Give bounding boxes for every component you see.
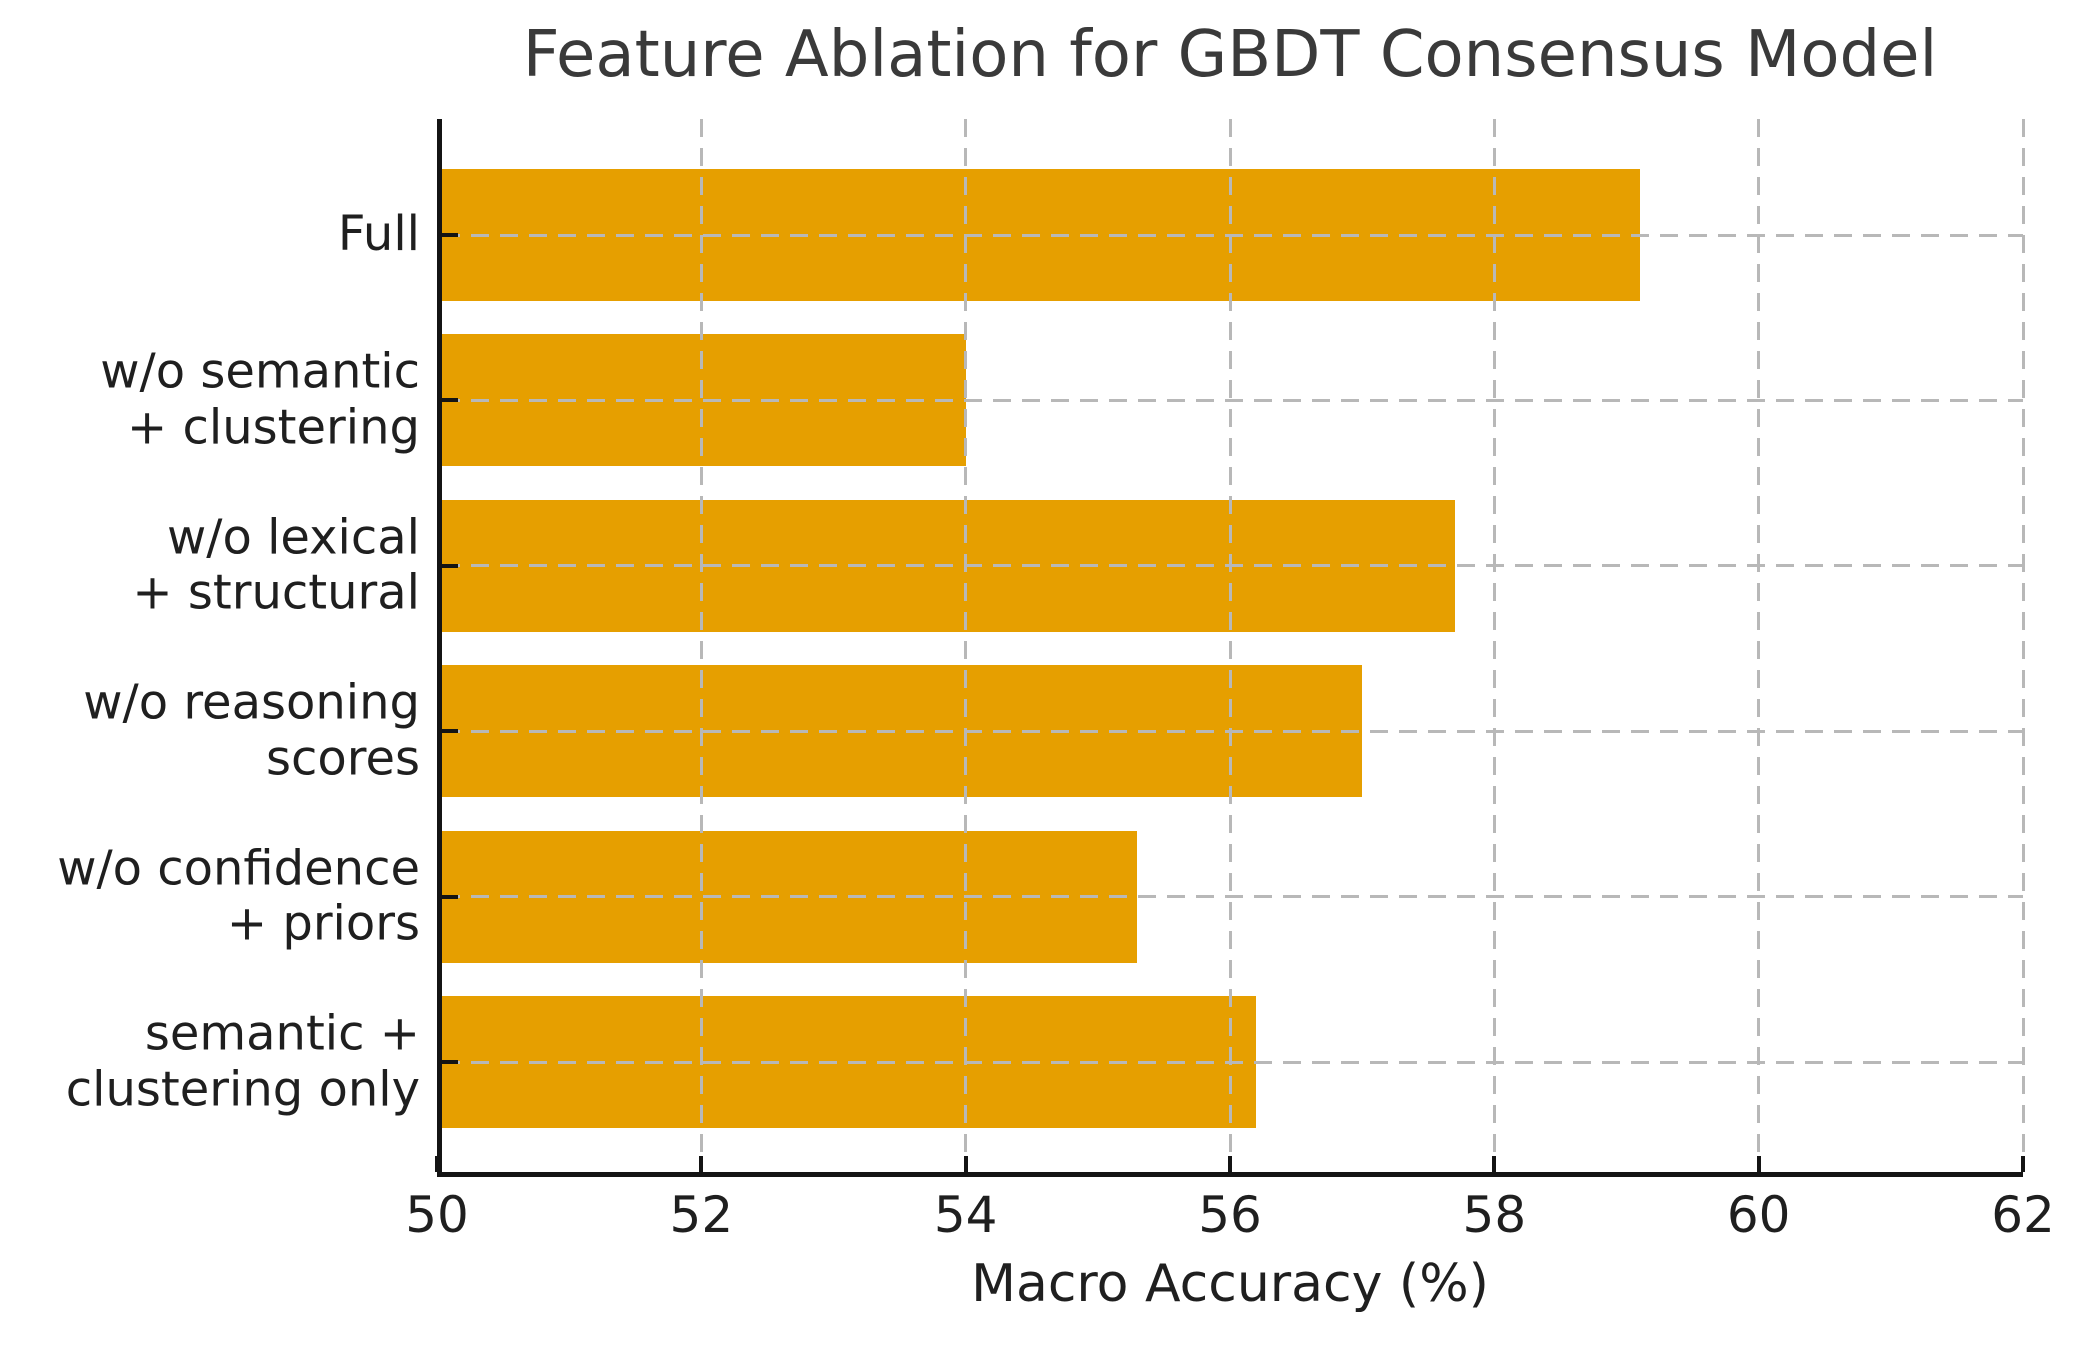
y-gridline xyxy=(442,398,2023,402)
x-tick-label: 58 xyxy=(1462,1186,1527,1244)
category-label: w/o lexical + structural xyxy=(132,509,420,621)
x-tick-mark xyxy=(699,1156,704,1172)
y-tick-mark xyxy=(442,398,458,403)
category-label: Full xyxy=(337,206,420,263)
category-label: w/o semantic + clustering xyxy=(100,343,420,456)
x-tick-label: 50 xyxy=(405,1186,469,1244)
x-gridline xyxy=(1492,119,1496,1172)
y-tick-mark xyxy=(442,894,458,899)
x-tick-mark xyxy=(435,1156,439,1172)
x-tick-mark xyxy=(1228,1156,1232,1172)
category-label: w/o reasoning scores xyxy=(83,674,420,787)
y-gridline xyxy=(442,1060,2023,1064)
x-tick-label: 52 xyxy=(669,1186,734,1244)
x-axis-label: Macro Accuracy (%) xyxy=(971,1254,1489,1314)
y-tick-mark xyxy=(442,233,458,237)
category-label: w/o confidence + priors xyxy=(57,839,420,952)
x-gridline xyxy=(964,119,968,1172)
y-gridline xyxy=(442,895,2023,899)
x-tick-mark xyxy=(963,1156,968,1172)
x-tick-label: 54 xyxy=(933,1186,998,1244)
x-tick-mark xyxy=(1756,1156,1761,1172)
y-tick-mark xyxy=(442,1060,458,1064)
y-tick-mark xyxy=(442,563,458,568)
x-tick-mark xyxy=(2021,1156,2025,1172)
x-tick-label: 62 xyxy=(1991,1186,2055,1244)
y-gridline xyxy=(442,564,2023,568)
x-tick-label: 60 xyxy=(1726,1186,1791,1244)
category-label: semantic + clustering only xyxy=(65,1005,420,1117)
plot-area xyxy=(437,119,2023,1177)
y-gridline xyxy=(442,233,2023,237)
x-gridline xyxy=(1757,119,1761,1172)
x-gridline xyxy=(2021,119,2025,1172)
x-gridline xyxy=(699,119,703,1172)
y-tick-mark xyxy=(442,729,458,734)
x-tick-mark xyxy=(1492,1156,1497,1172)
x-tick-label: 56 xyxy=(1198,1186,1262,1244)
chart-title: Feature Ablation for GBDT Consensus Mode… xyxy=(522,18,1938,92)
x-gridline xyxy=(1228,119,1232,1172)
y-gridline xyxy=(442,729,2023,733)
